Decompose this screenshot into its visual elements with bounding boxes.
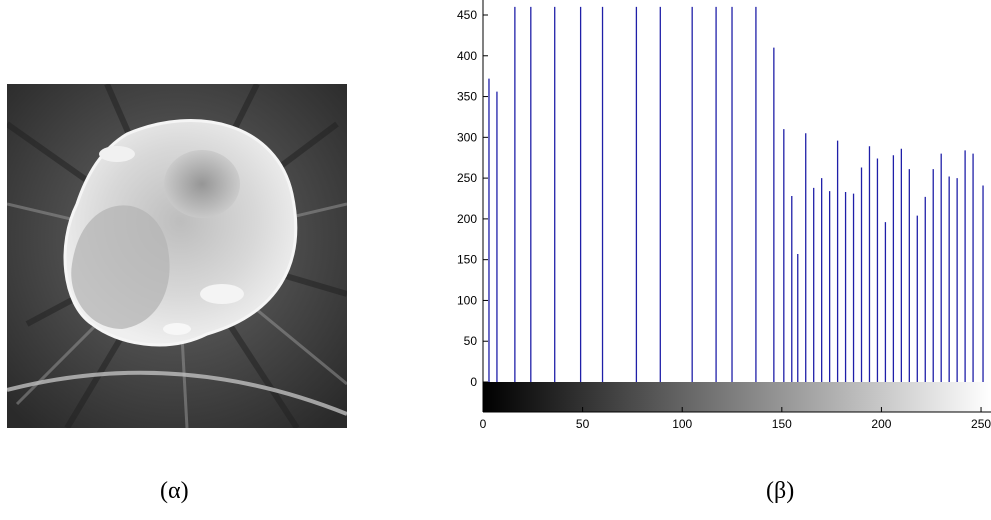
y-tick-label: 250 xyxy=(457,171,477,185)
caption-alpha: (α) xyxy=(160,478,189,504)
grayscale-colorbar xyxy=(483,382,991,412)
ct-scan-panel xyxy=(0,0,420,520)
y-tick-label: 0 xyxy=(470,375,477,389)
y-tick-label: 150 xyxy=(457,253,477,267)
y-tick-label: 450 xyxy=(457,8,477,22)
x-tick-label: 200 xyxy=(871,417,891,431)
y-tick-label: 100 xyxy=(457,293,477,307)
y-tick-label: 300 xyxy=(457,130,477,144)
x-tick-label: 250 xyxy=(971,417,991,431)
colorbar-gradient xyxy=(483,382,991,412)
y-tick-label: 50 xyxy=(464,334,478,348)
y-tick-label: 350 xyxy=(457,90,477,104)
x-tick-label: 150 xyxy=(772,417,792,431)
histogram-bars xyxy=(488,6,984,382)
y-tick-label: 400 xyxy=(457,49,477,63)
x-tick-label: 0 xyxy=(480,417,487,431)
x-axis-ticks: 0 50 100 150 200 250 xyxy=(480,407,991,431)
y-axis-ticks: 0 50 100 150 200 250 300 350 400 450 xyxy=(457,8,488,389)
histogram-chart: 0 50 100 150 200 250 300 350 400 450 0 50 100 150 200… xyxy=(457,0,991,431)
ct-scan-image xyxy=(7,84,347,428)
caption-beta: (β) xyxy=(766,478,795,504)
x-tick-label: 50 xyxy=(576,417,590,431)
y-tick-label: 200 xyxy=(457,212,477,226)
axes xyxy=(482,0,991,413)
x-tick-label: 100 xyxy=(672,417,692,431)
